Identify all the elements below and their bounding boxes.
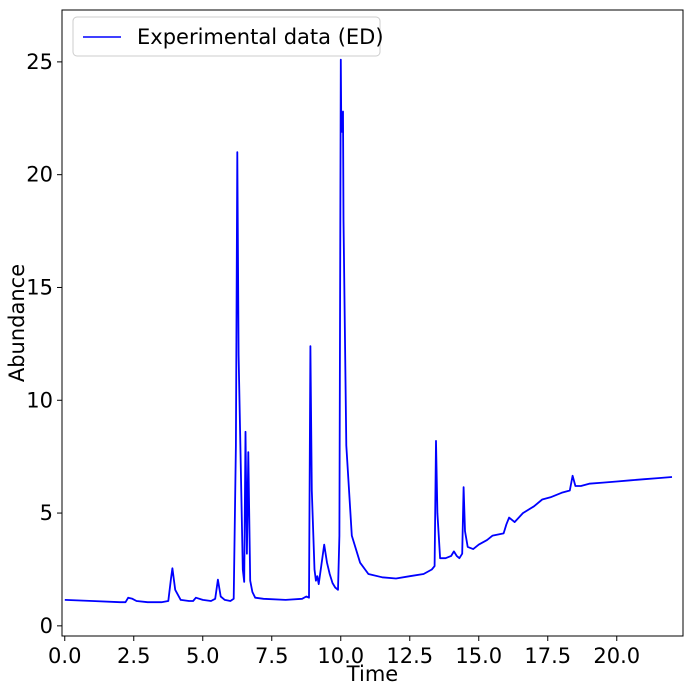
y-tick-label: 25 — [26, 50, 53, 74]
x-tick-label: 20.0 — [593, 644, 640, 668]
x-tick-label: 15.0 — [455, 644, 502, 668]
y-tick-label: 10 — [26, 388, 53, 412]
series-line — [64, 58, 673, 604]
x-tick-label: 5.0 — [186, 644, 219, 668]
x-tick-label: 10.0 — [317, 644, 364, 668]
y-tick-label: 15 — [26, 275, 53, 299]
legend: Experimental data (ED) — [72, 16, 384, 57]
axes-frame — [61, 9, 684, 637]
x-tick-label: 2.5 — [117, 644, 150, 668]
x-tick-label: 12.5 — [386, 644, 433, 668]
x-axis: 0.0 2.5 5.0 7.5 10.0 12.5 15.0 17.5 20.0 — [48, 636, 640, 668]
y-axis: 0 5 10 15 20 25 — [26, 50, 62, 638]
y-tick-label: 20 — [26, 163, 53, 187]
x-tick-label: 7.5 — [255, 644, 288, 668]
plot-area — [64, 58, 673, 604]
y-axis-label: Abundance — [5, 264, 29, 382]
y-tick-label: 5 — [40, 501, 53, 525]
legend-entry-label: Experimental data (ED) — [137, 25, 384, 49]
x-tick-label: 0.0 — [48, 644, 81, 668]
y-tick-label: 0 — [40, 614, 53, 638]
x-axis-label: Time — [346, 662, 398, 686]
x-tick-label: 17.5 — [524, 644, 571, 668]
legend-box — [72, 16, 381, 57]
